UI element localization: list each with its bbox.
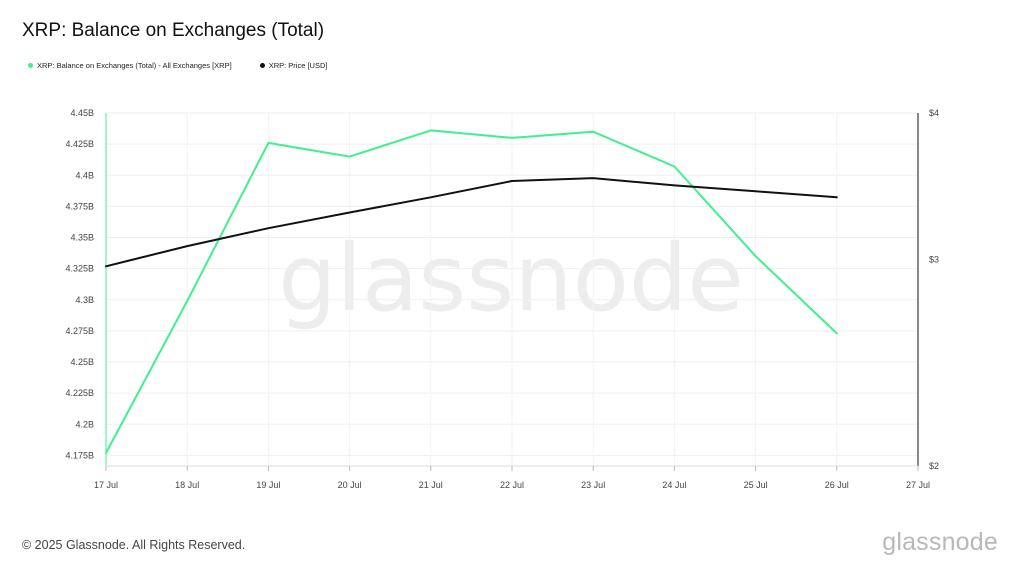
y-left-tick-label: 4.35B (70, 233, 94, 243)
x-tick-label: 22 Jul (500, 480, 524, 490)
brand-logo: glassnode (882, 528, 998, 556)
series-line-balance (105, 129, 838, 454)
y-left-tick-label: 4.425B (65, 139, 94, 149)
legend: XRP: Balance on Exchanges (Total) - All … (28, 61, 327, 70)
y-left-tick-label: 4.45B (70, 108, 94, 118)
y-right-tick-label: $2 (929, 461, 939, 471)
x-tick-label: 18 Jul (175, 480, 199, 490)
y-left-tick-label: 4.3B (75, 295, 94, 305)
data-point-price (836, 196, 838, 198)
chart-title: XRP: Balance on Exchanges (Total) (22, 20, 325, 41)
x-tick-label: 26 Jul (825, 480, 849, 490)
x-tick-label: 25 Jul (744, 480, 768, 490)
data-point-price (186, 245, 188, 247)
data-point-balance (186, 300, 188, 302)
y-left-tick-label: 4.225B (65, 388, 94, 398)
data-point-price (349, 212, 351, 214)
data-point-balance (511, 137, 513, 139)
data-point-price (430, 196, 432, 198)
data-point-balance (592, 131, 594, 133)
data-point-price (755, 190, 757, 192)
y-right-tick-label: $4 (929, 108, 939, 118)
y-left-tick-label: 4.4B (75, 170, 94, 180)
data-point-price (105, 266, 107, 268)
x-tick-label: 20 Jul (338, 480, 362, 490)
legend-item-price[interactable]: XRP: Price [USD] (259, 61, 328, 70)
data-point-balance (674, 166, 676, 168)
x-tick-label: 21 Jul (419, 480, 443, 490)
y-left-tick-label: 4.2B (75, 419, 94, 429)
data-point-balance (268, 142, 270, 144)
y-right-tick-label: $3 (929, 255, 939, 265)
legend-label-price: XRP: Price [USD] (268, 61, 328, 70)
x-tick-label: 23 Jul (581, 480, 605, 490)
data-point-balance (430, 130, 432, 132)
y-left-tick-label: 4.325B (65, 264, 94, 274)
grid-lines (105, 112, 919, 466)
series-line-price (105, 177, 838, 268)
y-left-tick-label: 4.375B (65, 201, 94, 211)
y-left-tick-label: 4.25B (70, 357, 94, 367)
x-tick-label: 24 Jul (662, 480, 686, 490)
data-point-price (511, 180, 513, 182)
data-point-balance (105, 452, 107, 454)
data-point-balance (349, 156, 351, 158)
data-point-price (592, 177, 594, 179)
series-lines (105, 129, 838, 454)
data-point-balance (836, 333, 838, 335)
x-axis-ticks: 17 Jul 18 Jul 19 Jul 20 Jul 21 Jul 22 Jul 23 J… (94, 466, 930, 490)
legend-item-balance[interactable]: XRP: Balance on Exchanges (Total) - All … (28, 61, 232, 70)
x-tick-label: 27 Jul (906, 480, 930, 490)
copyright: © 2025 Glassnode. All Rights Reserved. (22, 538, 246, 552)
legend-swatch-balance (28, 63, 33, 68)
data-point-price (674, 185, 676, 187)
legend-label-balance: XRP: Balance on Exchanges (Total) - All … (37, 61, 232, 70)
data-point-price (268, 227, 270, 229)
y-axis-right-ticks: $2 $3 $4 (929, 108, 939, 471)
legend-swatch-price (259, 63, 265, 68)
x-tick-label: 19 Jul (256, 480, 280, 490)
data-point-balance (755, 255, 757, 257)
x-tick-label: 17 Jul (94, 480, 118, 490)
y-left-tick-label: 4.175B (65, 450, 94, 460)
watermark: glassnode (278, 225, 744, 332)
y-axis-left-ticks: 4.175B 4.2B 4.225B 4.25B 4.275B 4.3B 4.325B 4.3… (65, 108, 94, 460)
y-left-tick-label: 4.275B (65, 326, 94, 336)
